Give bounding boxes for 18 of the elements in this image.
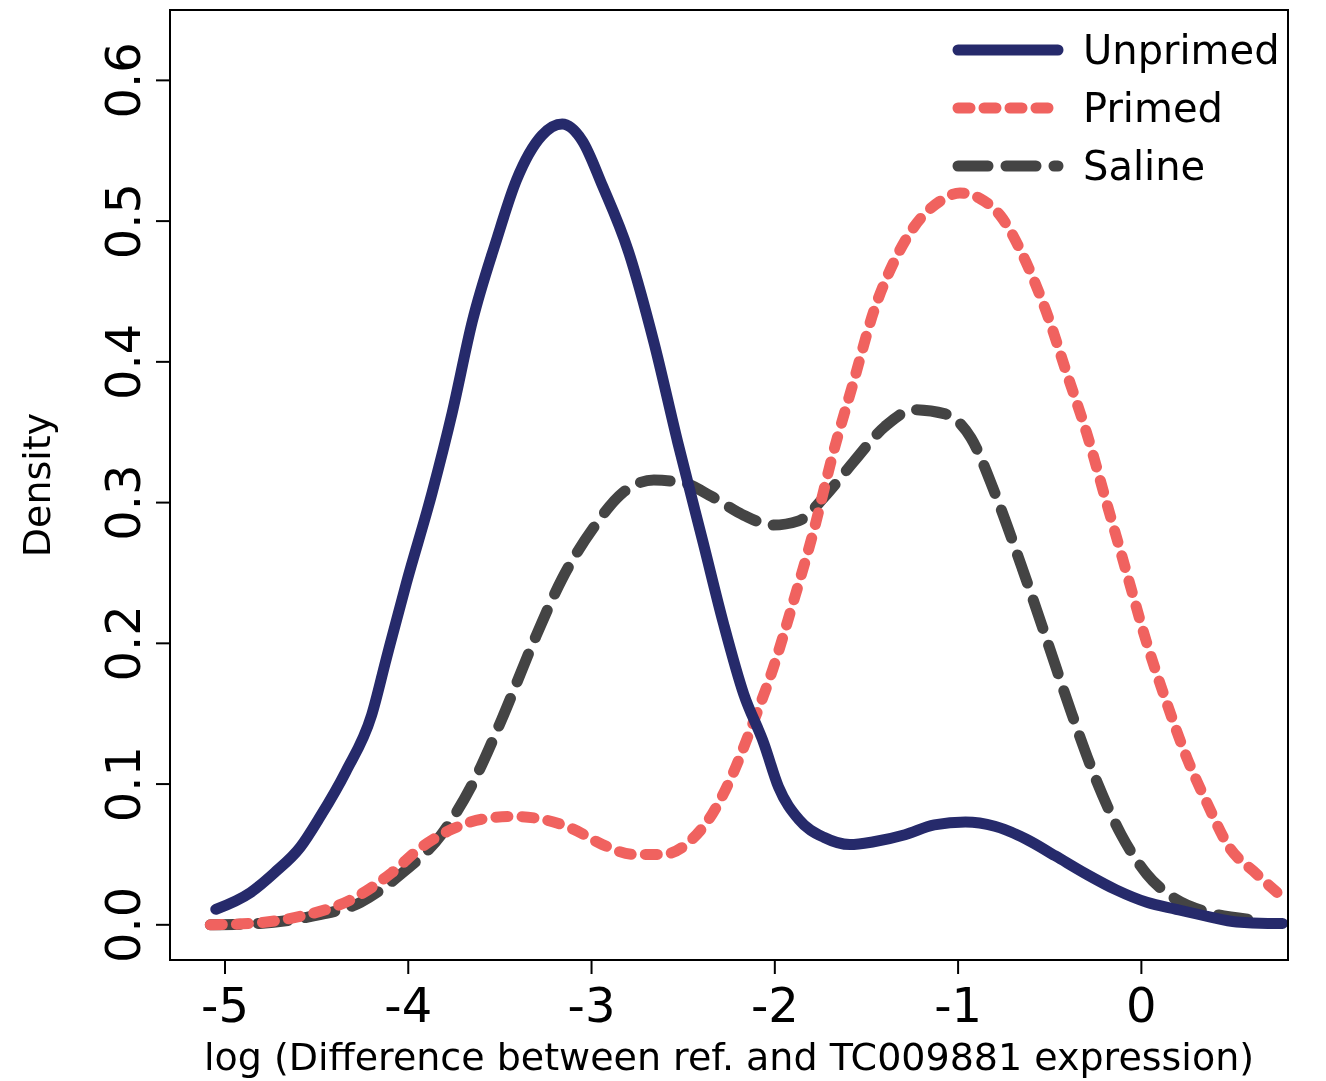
legend-label: Unprimed	[1083, 27, 1280, 73]
y-tick-label: 0.0	[95, 886, 151, 963]
legend-label: Primed	[1083, 85, 1223, 131]
x-tick-label: -4	[384, 977, 433, 1033]
x-tick-label: -2	[750, 977, 799, 1033]
x-axis-title: log (Difference between ref. and TC009881 expression)	[203, 1035, 1255, 1079]
y-tick-label: 0.2	[95, 605, 151, 682]
y-tick-label: 0.1	[95, 745, 151, 823]
y-axis-title: Density	[15, 412, 59, 558]
y-tick-label: 0.5	[95, 182, 151, 260]
x-tick-label: -3	[567, 977, 616, 1033]
x-tick-label: -1	[934, 977, 983, 1033]
legend-label: Saline	[1083, 143, 1206, 189]
y-tick-label: 0.6	[95, 42, 151, 119]
x-tick-label: -5	[201, 977, 249, 1033]
x-tick-label: 0	[1126, 977, 1157, 1033]
y-tick-label: 0.4	[95, 323, 151, 401]
y-tick-label: 0.3	[95, 464, 151, 541]
